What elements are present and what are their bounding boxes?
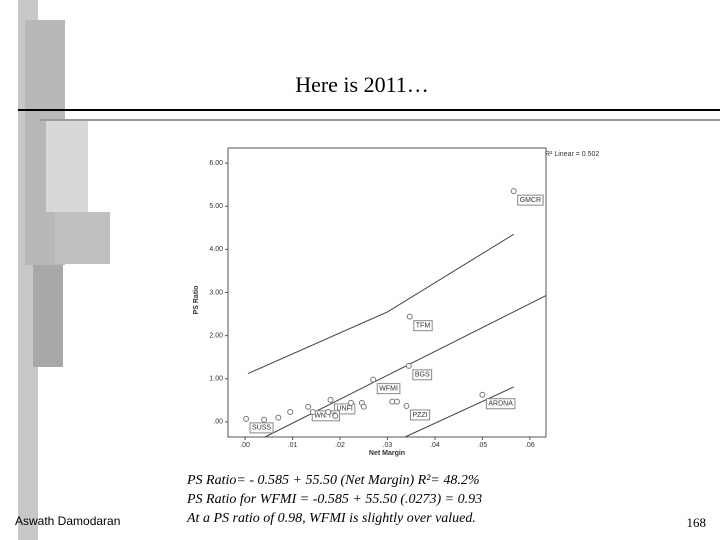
label-box [517, 194, 544, 206]
point [325, 408, 332, 415]
x-tick-label: .00 [240, 442, 250, 449]
label-box [334, 403, 356, 415]
point [309, 408, 316, 415]
point [405, 362, 412, 369]
footer: Aswath Damodaran [15, 514, 120, 528]
point [510, 188, 517, 195]
y-tick-label: 5.00 [209, 203, 223, 210]
x-tick-label: .01 [288, 442, 298, 449]
annotation: R² Linear = 0.502 [545, 151, 599, 158]
page-number: 168 [687, 515, 707, 530]
point [243, 415, 250, 422]
point-label: UNFI [337, 406, 353, 413]
fit-line [404, 386, 514, 438]
point [275, 414, 282, 421]
deco-bar [46, 120, 88, 212]
point [332, 412, 339, 419]
chart-area [186, 140, 550, 465]
x-tick-label: .04 [430, 442, 440, 449]
note: PS Ratio= - 0.585 + 55.50 (Net Margin) R… [186, 473, 480, 488]
slide-title: Here is 2011… [295, 72, 429, 97]
x-tick-label: .03 [383, 442, 393, 449]
y-tick-label: 4.00 [209, 246, 223, 253]
label-box [485, 398, 516, 410]
point [370, 376, 377, 383]
y-tick-label: 1.00 [209, 376, 223, 383]
y-tick-label: 6.00 [209, 160, 223, 167]
point [360, 403, 367, 410]
point-label: PZZI [412, 412, 427, 419]
point [261, 416, 268, 423]
point [479, 391, 486, 398]
point-label: WFMI [379, 385, 398, 392]
deco-bar [33, 265, 63, 367]
y-tick-label: .00 [213, 419, 223, 426]
label-box [409, 409, 431, 421]
point-label: BGS [415, 372, 430, 379]
x-tick-label: .05 [478, 442, 488, 449]
x-tick-label: .06 [525, 442, 535, 449]
point [327, 396, 334, 403]
y-tick-label: 2.00 [209, 332, 223, 339]
label-box [413, 320, 433, 332]
note: At a PS ratio of 0.98, WFMI is slightly … [186, 511, 476, 526]
point-label: ARDNA [488, 401, 513, 408]
point [406, 313, 413, 320]
y-tick-label: 3.00 [209, 289, 223, 296]
label-box [249, 422, 274, 434]
deco-bar [55, 212, 110, 264]
label-box [412, 369, 433, 381]
point-label: GMCR [520, 197, 541, 204]
fit-line [247, 233, 514, 375]
point-label: WN.TO [314, 413, 338, 420]
y-axis-label: PS Ratio [193, 286, 200, 315]
point [287, 408, 294, 415]
x-axis-label: Net Margin [369, 450, 405, 457]
label-box [376, 383, 401, 395]
x-tick-label: .02 [335, 442, 345, 449]
point [305, 403, 312, 410]
point-label: SUSS [252, 425, 271, 432]
point-label: TFM [416, 322, 431, 329]
point [403, 402, 410, 409]
point [393, 398, 400, 405]
note: PS Ratio for WFMI = -0.585 + 55.50 (.027… [186, 492, 482, 507]
point [347, 399, 354, 406]
